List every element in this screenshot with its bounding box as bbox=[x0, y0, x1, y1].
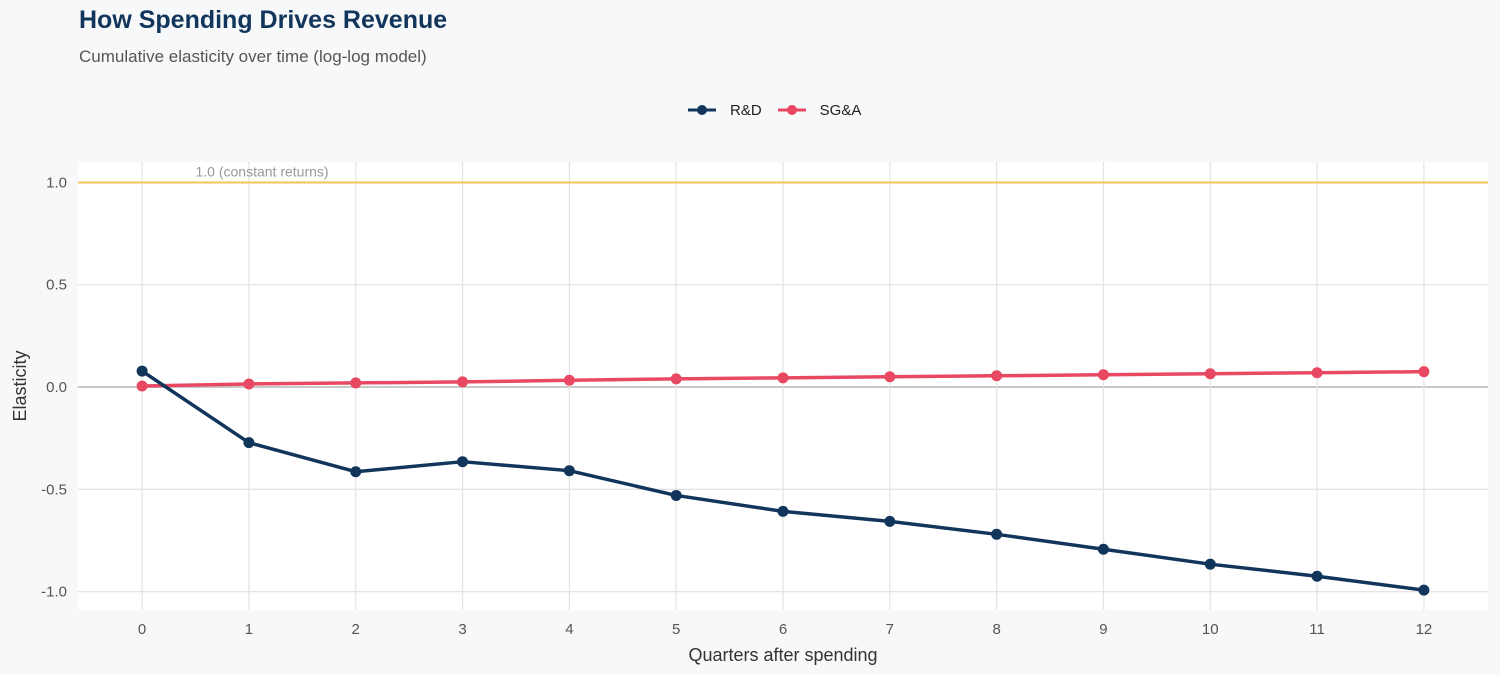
legend-label-rd: R&D bbox=[730, 101, 762, 119]
data-point bbox=[884, 515, 896, 527]
x-tick-label: 4 bbox=[565, 621, 573, 638]
legend-item-rd: R&D bbox=[688, 100, 762, 120]
data-point bbox=[670, 489, 682, 501]
data-point bbox=[457, 456, 469, 468]
data-point bbox=[563, 374, 575, 386]
x-tick-label: 12 bbox=[1416, 621, 1433, 638]
legend-item-sga: SG&A bbox=[777, 100, 862, 120]
y-tick-label: -1.0 bbox=[41, 584, 67, 601]
x-tick-label: 10 bbox=[1202, 621, 1219, 638]
data-point bbox=[1097, 543, 1109, 555]
data-point bbox=[243, 378, 255, 390]
x-tick-label: 7 bbox=[886, 621, 894, 638]
data-point bbox=[1204, 558, 1216, 570]
x-tick-label: 9 bbox=[1099, 621, 1107, 638]
y-axis-label: Elasticity bbox=[10, 350, 30, 421]
data-point bbox=[350, 466, 362, 478]
y-tick-label: -0.5 bbox=[41, 481, 67, 498]
data-point bbox=[991, 370, 1003, 382]
x-tick-label: 11 bbox=[1309, 621, 1325, 638]
x-tick-label: 0 bbox=[138, 621, 146, 638]
legend-key-rd bbox=[688, 105, 716, 115]
data-point bbox=[884, 371, 896, 383]
data-point bbox=[350, 377, 362, 389]
x-tick-label: 3 bbox=[458, 621, 466, 638]
x-tick-label: 8 bbox=[992, 621, 1000, 638]
x-tick-label: 2 bbox=[352, 621, 360, 638]
legend-label-sga: SG&A bbox=[819, 101, 862, 119]
data-point bbox=[777, 505, 789, 517]
chart-title: How Spending Drives Revenue bbox=[79, 6, 448, 34]
y-tick-label: 0.5 bbox=[46, 277, 67, 294]
data-point bbox=[563, 465, 575, 477]
data-point bbox=[777, 372, 789, 384]
data-point bbox=[991, 528, 1003, 540]
data-point bbox=[1097, 369, 1109, 381]
data-point bbox=[457, 376, 469, 388]
data-point bbox=[1418, 366, 1430, 378]
data-point bbox=[1311, 570, 1323, 582]
reference-line-label: 1.0 (constant returns) bbox=[196, 163, 329, 179]
data-point bbox=[1311, 367, 1323, 379]
data-point bbox=[1418, 584, 1430, 596]
x-tick-label: 6 bbox=[779, 621, 787, 638]
y-tick-label: 0.0 bbox=[46, 379, 67, 396]
x-tick-label: 1 bbox=[245, 621, 253, 638]
data-point bbox=[1204, 368, 1216, 380]
data-point bbox=[670, 373, 682, 385]
data-point bbox=[136, 365, 148, 377]
legend-key-sga bbox=[777, 105, 806, 115]
data-point bbox=[243, 437, 255, 449]
y-tick-label: 1.0 bbox=[46, 174, 67, 191]
chart-subtitle: Cumulative elasticity over time (log-log… bbox=[79, 47, 427, 66]
data-point bbox=[136, 380, 148, 392]
x-tick-label: 5 bbox=[672, 621, 680, 638]
x-axis-label: Quarters after spending bbox=[688, 645, 877, 665]
legend: R&D SG&A bbox=[688, 100, 877, 120]
